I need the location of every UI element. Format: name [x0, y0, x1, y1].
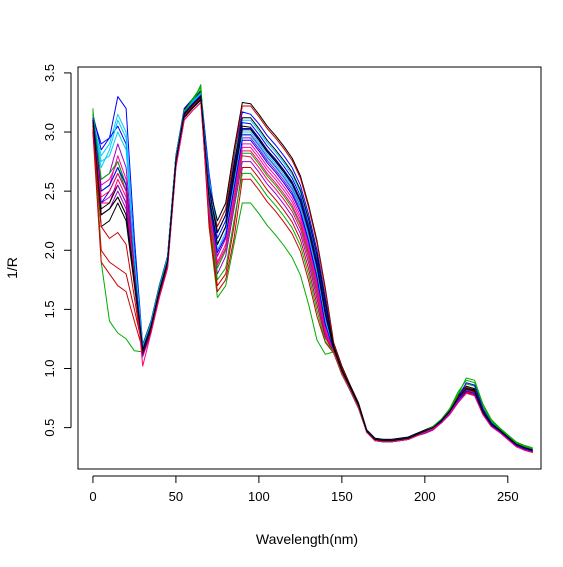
x-tick-label: 150 [331, 489, 353, 504]
x-tick-label: 0 [89, 489, 96, 504]
y-axis-label: 1/R [4, 257, 20, 279]
y-tick-label: 0.5 [42, 419, 57, 437]
y-tick-label: 1.5 [42, 300, 57, 318]
x-tick-label: 100 [248, 489, 270, 504]
y-axis: 0.5 1.0 1.5 2.0 2.5 3.0 3.5 [42, 64, 72, 437]
x-axis-label: Wavelength(nm) [256, 531, 358, 547]
x-tick-label: 250 [497, 489, 519, 504]
plot-frame [77, 66, 542, 470]
y-tick-label: 1.0 [42, 359, 57, 377]
series-layer [92, 84, 533, 453]
series-line-23 [92, 102, 533, 453]
x-tick-label: 50 [169, 489, 183, 504]
y-tick-label: 2.0 [42, 241, 57, 259]
y-tick-label: 2.5 [42, 182, 57, 200]
x-tick-label: 200 [414, 489, 436, 504]
y-tick-label: 3.0 [42, 123, 57, 141]
x-axis: 0 50 100 150 200 250 [89, 475, 519, 504]
series-line-24 [92, 96, 533, 451]
y-tick-label: 3.5 [42, 64, 57, 82]
